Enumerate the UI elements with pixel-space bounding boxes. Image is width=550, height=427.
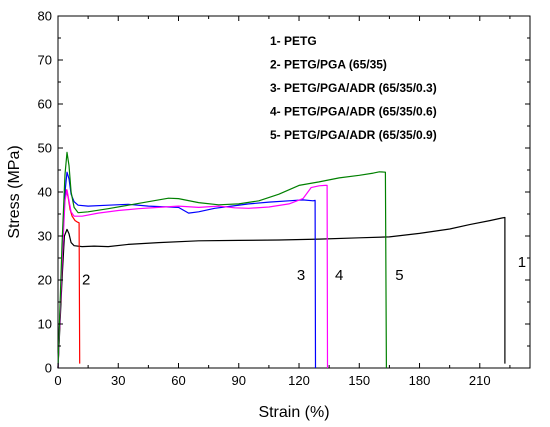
x-tick-label: 30 [111, 373, 125, 388]
curve-labels: 1 2 3 4 5 [82, 254, 526, 289]
y-tick-label: 20 [38, 273, 52, 288]
y-tick-label: 80 [38, 9, 52, 24]
x-tick-label: 60 [171, 373, 185, 388]
series-line-4 [57, 184, 329, 369]
series-line-1 [57, 216, 506, 369]
legend-entry-3: 3- PETG/PGA/ADR (65/35/0.3) [270, 81, 437, 95]
x-axis-title: Strain (%) [258, 404, 329, 421]
curve-label-3: 3 [297, 267, 305, 284]
x-tick-label: 90 [232, 373, 246, 388]
y-tick-label: 70 [38, 53, 52, 68]
legend-entry-4: 4- PETG/PGA/ADR (65/35/0.6) [270, 105, 437, 119]
x-tick-label: 210 [469, 373, 491, 388]
y-tick-label: 10 [38, 317, 52, 332]
y-tick-label: 0 [45, 361, 52, 376]
y-tick-label: 30 [38, 229, 52, 244]
y-tick-label: 50 [38, 141, 52, 156]
series-line-5 [57, 151, 387, 369]
y-tick-label: 40 [38, 185, 52, 200]
x-tick-label: 120 [288, 373, 310, 388]
y-tick-label: 60 [38, 97, 52, 112]
series-line-3 [57, 171, 317, 369]
legend-entry-5: 5- PETG/PGA/ADR (65/35/0.9) [270, 128, 437, 142]
x-tick-label: 150 [348, 373, 370, 388]
curve-label-2: 2 [82, 271, 90, 288]
x-tick-label: 180 [409, 373, 431, 388]
x-ticks: 0 30 60 90 120 150 180 210 [54, 16, 511, 388]
series-layer [57, 151, 506, 369]
curve-label-1: 1 [518, 254, 526, 271]
legend-entry-2: 2- PETG/PGA (65/35) [270, 58, 387, 72]
y-axis-title: Stress (MPa) [6, 145, 23, 238]
y-ticks: 0 10 20 30 40 50 60 70 80 [38, 9, 530, 376]
x-tick-label: 0 [54, 373, 61, 388]
curve-label-5: 5 [395, 267, 403, 284]
plot-area: 0 30 60 90 120 150 180 210 0 10 20 30 40 50 60 70 80 1 2… [38, 9, 531, 388]
curve-label-4: 4 [335, 267, 343, 284]
legend-entry-1: 1- PETG [270, 34, 317, 48]
legend: 1- PETG 2- PETG/PGA (65/35) 3- PETG/PGA/… [270, 34, 437, 142]
